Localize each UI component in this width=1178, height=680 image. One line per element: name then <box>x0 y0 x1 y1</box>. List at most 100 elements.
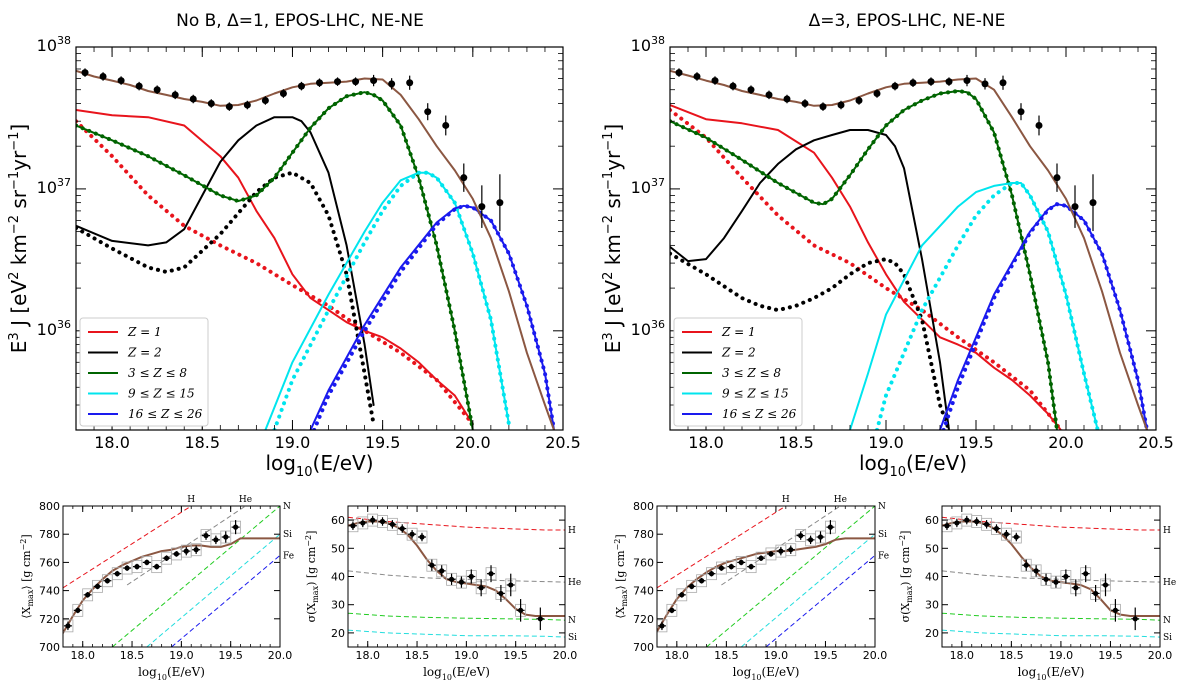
data-point <box>1112 607 1119 613</box>
y-tick-label: 740 <box>39 585 60 598</box>
data-point <box>708 571 715 577</box>
data-point <box>193 547 199 553</box>
sys-error-box <box>101 574 113 588</box>
data-point <box>153 86 161 94</box>
y-tick-label: 780 <box>633 528 654 541</box>
plot-area <box>657 506 875 647</box>
data-point <box>75 607 81 613</box>
data-point <box>409 531 415 537</box>
series-line-16-z-26-solid <box>939 203 1148 430</box>
legend: Z = 1 Z = 2 3 ≤ Z ≤ 8 9 ≤ Z ≤ 15 16 ≤ Z ≤ 26 <box>79 317 209 427</box>
x-tick-label: 20.0 <box>1148 649 1173 662</box>
series-line-9-z-15-dotted <box>272 170 511 430</box>
data-point <box>379 518 386 525</box>
legend-label: 3 ≤ Z ≤ 8 <box>128 366 187 380</box>
data-point <box>747 86 755 94</box>
data-point <box>993 525 1000 532</box>
series-line-total-solid <box>348 520 565 617</box>
x-axis-label: log10(E/eV) <box>138 665 205 680</box>
plot-area <box>76 68 556 430</box>
data-point <box>99 72 107 80</box>
x-tick-label: 20.0 <box>455 433 491 452</box>
series-line-h-dashed <box>942 516 1160 531</box>
data-point <box>954 520 960 526</box>
line-label: He <box>834 495 847 505</box>
chart-panel-6: 18.0 18.5 19.0 19.5 20.0 20 30 40 50 60 log10(E/eV… <box>898 505 1176 680</box>
sys-error-box <box>815 530 826 544</box>
data-point <box>1013 534 1019 540</box>
data-point <box>478 203 486 211</box>
x-tick-label: 18.0 <box>355 649 380 662</box>
series-line-n-dashed <box>942 612 1160 621</box>
x-tick-label: 19.0 <box>868 433 904 452</box>
data-point <box>855 96 863 104</box>
data-point <box>758 555 764 561</box>
y-tick-label: 20 <box>925 627 939 640</box>
y-tick-label: 1036 <box>631 318 665 339</box>
data-point <box>154 564 160 570</box>
sys-error-box <box>436 564 448 578</box>
data-point <box>1035 121 1043 129</box>
data-point <box>429 562 435 568</box>
x-tick-label: 19.0 <box>169 649 194 662</box>
data-point <box>207 99 215 107</box>
series-line-z-1-dotted <box>670 108 1064 430</box>
x-tick-label: 18.0 <box>94 433 130 452</box>
data-point <box>981 80 989 88</box>
y-tick-label: 40 <box>331 571 345 584</box>
chart-panel-5: 18.0 18.5 19.0 19.5 20.0 700 720 740 760 780 800 lo… <box>613 495 889 680</box>
data-point <box>1017 108 1025 116</box>
data-point <box>243 101 251 109</box>
series-line-16-z-26-dotted <box>941 202 1149 430</box>
data-point <box>135 82 143 90</box>
x-tick-label: 19.5 <box>365 433 401 452</box>
data-point <box>675 69 683 77</box>
data-point <box>837 101 845 109</box>
line-label: H <box>187 495 195 505</box>
data-point <box>669 607 675 613</box>
x-tick-label: 18.0 <box>950 649 975 662</box>
data-point <box>909 79 917 87</box>
data-point <box>316 79 323 87</box>
plot-area <box>670 68 1149 430</box>
y-axis-label: ⟨Xmax⟩ [g cm−2] <box>19 534 35 618</box>
data-point <box>424 108 432 116</box>
data-point <box>798 533 804 539</box>
line-label: H <box>1163 526 1171 536</box>
data-point <box>1092 590 1099 597</box>
chart-panel-3: 18.0 18.5 19.0 19.5 20.0 700 720 740 760 780 800 lo… <box>19 495 294 680</box>
data-point <box>518 607 524 613</box>
x-tick-label: 19.5 <box>503 649 528 662</box>
chart-panel-4: 18.0 18.5 19.0 19.5 20.0 20 30 40 50 60 log10(E/eV… <box>304 505 581 680</box>
y-tick-label: 700 <box>633 641 654 654</box>
line-label: Si <box>283 530 292 540</box>
series-line-n-dashed <box>348 612 565 621</box>
y-tick-label: 700 <box>39 641 60 654</box>
series-line-z-2-solid <box>670 129 950 430</box>
chart-title: No B, Δ=1, EPOS-LHC, NE-NE <box>176 11 424 31</box>
sys-error-box <box>82 588 94 602</box>
data-point <box>963 77 971 85</box>
y-tick-label: 20 <box>331 627 345 640</box>
series-line-total-solid <box>942 520 1160 617</box>
data-point <box>748 564 754 570</box>
y-tick-label: 1038 <box>631 34 665 55</box>
data-point <box>225 103 233 111</box>
sys-error-box <box>696 574 707 588</box>
data-point <box>350 523 356 529</box>
data-point <box>738 559 744 566</box>
x-tick-label: 19.0 <box>454 649 479 662</box>
line-label: Fe <box>878 551 889 561</box>
data-point <box>891 82 899 90</box>
data-point <box>983 521 990 527</box>
line-label: N <box>568 616 576 626</box>
legend-label: 16 ≤ Z ≤ 26 <box>128 407 203 421</box>
plot-area <box>63 506 280 647</box>
data-point <box>448 576 455 582</box>
series-line-h-dashed <box>348 516 565 531</box>
sys-error-box <box>657 619 668 633</box>
data-point <box>81 69 89 77</box>
series-line-9-z-15-dotted <box>875 181 1100 430</box>
series-line-9-z-15-solid <box>849 182 1099 430</box>
sys-error-box <box>72 603 84 617</box>
